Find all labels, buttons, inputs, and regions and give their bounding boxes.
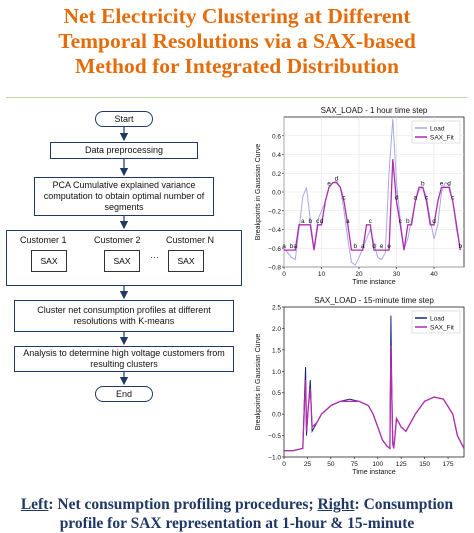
x-tick-label: 25 [304,461,312,468]
title-divider [6,97,468,98]
flowchart-connectors [119,127,129,386]
sax-letter-label: d [395,194,399,201]
sax-letter-label: e [380,243,384,250]
sax-letter-label: b [308,218,312,225]
legend-entry: Load [430,316,445,323]
sax-letter-label: b [406,218,410,225]
analysis-step: Analysis to determine high voltage custo… [14,346,234,372]
x-tick-label: 75 [351,461,359,468]
x-tick-label: 50 [327,461,335,468]
sax-letter-label: b [353,243,357,250]
end-node: End [95,386,153,402]
flowchart: Start Data preprocessing PCA Cumulative … [0,100,252,490]
legend-entry: Load [430,126,445,133]
y-tick-label: 0.0 [272,190,281,197]
caption-line-2: profile for SAX representation at 1-hour… [59,515,415,532]
sax-letter-label: e [440,180,444,187]
y-tick-label: −1.0 [268,455,281,462]
caption-right-word: Right [317,496,355,513]
legend-entry: SAX_Fit [430,325,454,332]
sax-letter-label: a [301,218,305,225]
sax-letter-label: c [369,218,373,225]
caption-left-text: : Net consumption profiling procedures; [48,496,318,513]
sax-box-n: SAX [168,250,204,272]
sax-letter-label: c [451,194,455,201]
sax-letter-label: d [335,176,339,183]
x-tick-label: 125 [396,461,407,468]
sax-letter-label: e [387,243,391,250]
sax-letter-label: d [432,218,436,225]
sax-letter-label: d [372,243,376,250]
customer-2-label: Customer 2 [94,235,141,245]
sax-box-1: SAX [31,250,67,272]
sax-letter-label: d [447,180,451,187]
legend-entry: SAX_Fit [430,135,454,142]
sax-letter-label: e [327,180,331,187]
sax-letter-label: c [342,194,346,201]
y-axis-label: Breakpoints in Gaussian Curve [255,144,262,241]
caption-right-text: : Consumption [354,496,454,513]
y-tick-label: 0.2 [272,171,281,178]
pca-step: PCA Cumulative explained variance comput… [34,177,214,216]
sax-letter-label: b [421,180,425,187]
caption-line-1: Left: Net consumption profiling procedur… [0,495,474,514]
x-tick-label: 30 [393,271,401,278]
sax-letter-label: a [361,243,365,250]
title-line-1: Net Electricity Clustering at Different [63,4,411,28]
sax-letter-label: a [413,194,417,201]
y-axis-label: Breakpoints in Gaussian Curve [255,334,262,431]
sax-letter-label: c [425,194,429,201]
x-tick-label: 20 [355,271,363,278]
title-line-3: Method for Integrated Distribution [75,54,399,78]
caption-left-word: Left [20,496,49,513]
series-line-sax-fit [284,345,465,452]
sax-letter-label: d [320,218,324,225]
y-tick-label: 1.0 [272,369,281,376]
chart-15-minute: SAX_LOAD - 15-minute time step −1.0 −0.5 0.… [255,296,465,476]
sax-letter-label: a [282,243,286,250]
x-axis-label: Time instance [352,469,395,476]
x-tick-label: 10 [318,271,326,278]
sax-letter-label: c [399,218,403,225]
x-tick-label: 150 [419,461,430,468]
sax-letter-label: a [346,218,350,225]
y-tick-label: 0.5 [272,390,281,397]
series-line-sax-fit [284,159,461,251]
page-title: Net Electricity Clustering at Different … [0,4,474,79]
y-tick-label: 0.4 [272,152,281,159]
x-tick-label: 175 [443,461,454,468]
x-tick-label: 100 [372,461,383,468]
y-tick-label: 2.0 [272,326,281,333]
sax-box-2: SAX [104,250,140,272]
figure-caption: Left: Net consumption profiling procedur… [0,495,474,533]
chart-title: SAX_LOAD - 1 hour time step [321,106,428,115]
y-tick-label: 0.0 [272,412,281,419]
y-tick-label: 1.5 [272,347,281,354]
x-tick-label: 0 [282,271,286,278]
chart-title: SAX_LOAD - 15-minute time step [314,296,434,305]
x-tick-label: 40 [430,271,438,278]
y-tick-label: 2.5 [272,305,281,312]
sax-letter-label: b [458,243,462,250]
customer-n-label: Customer N [166,235,215,245]
y-tick-label: 0.6 [272,133,281,140]
chart-1-hour: SAX_LOAD - 1 hour time step −0.8 −0.6 −0.4 −… [255,106,465,286]
customer-1-label: Customer 1 [20,235,67,245]
y-tick-label: −0.4 [268,227,281,234]
x-axis-label: Time instance [352,279,395,286]
y-tick-label: −0.5 [268,433,281,440]
preprocess-step: Data preprocessing [50,142,198,159]
y-tick-label: −0.6 [268,246,281,253]
x-tick-label: 0 [282,461,286,468]
sax-letter-label: a [293,243,297,250]
y-tick-label: −0.8 [268,265,281,272]
title-line-2: Temporal Resolutions via a SAX-based [58,29,416,53]
y-tick-label: −0.2 [268,208,281,215]
cluster-step: Cluster net consumption profiles at diff… [14,300,234,332]
start-node: Start [95,111,153,127]
ellipsis: … [150,250,159,260]
sax-letter-label: c [316,218,320,225]
sax-letter-label: b [290,243,294,250]
